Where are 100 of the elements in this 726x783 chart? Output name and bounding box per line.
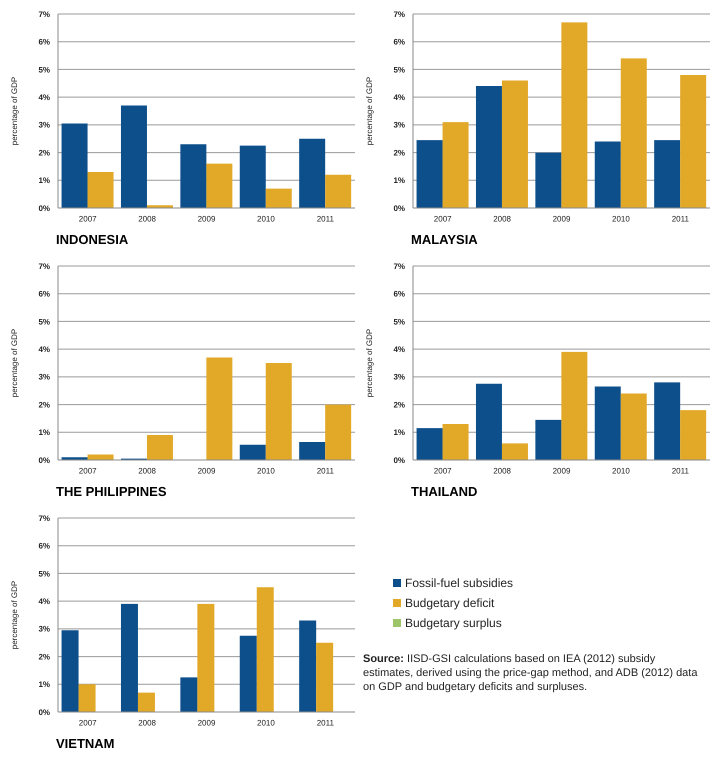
x-tick-label: 2010 — [257, 466, 276, 476]
bar — [240, 146, 266, 208]
bar — [240, 444, 266, 460]
bar — [120, 105, 147, 208]
bar — [325, 174, 352, 208]
bar — [594, 386, 621, 460]
x-tick-label: 2007 — [78, 466, 98, 476]
bar — [138, 692, 155, 712]
x-tick-label: 2007 — [78, 214, 98, 224]
bar — [442, 122, 469, 208]
y-axis-title: percentage of GDP — [364, 76, 374, 146]
y-tick-label: 7% — [38, 514, 50, 523]
y-tick-label: 3% — [38, 624, 50, 634]
bar — [146, 435, 173, 460]
y-tick-label: 7% — [38, 10, 50, 19]
bar — [180, 677, 198, 712]
bar — [316, 642, 334, 712]
x-tick-label: 2008 — [493, 466, 512, 476]
legend-label: Fossil-fuel subsidies — [405, 576, 514, 590]
x-tick-label: 2010 — [612, 214, 630, 224]
y-axis-title: percentage of GDP — [10, 328, 19, 398]
text: INDONESIA — [56, 232, 130, 249]
x-tick-label: 2007 — [434, 466, 452, 476]
y-tick-label: 5% — [393, 317, 405, 326]
bar — [206, 164, 232, 208]
bar — [197, 604, 214, 712]
y-tick-label: 6% — [38, 542, 50, 551]
y-tick-label: 5% — [38, 569, 50, 578]
bar — [206, 357, 232, 460]
bar — [535, 152, 562, 208]
legend-label: Budgetary deficit — [405, 596, 494, 610]
bar — [62, 123, 88, 208]
y-tick-label: 4% — [393, 344, 405, 354]
y-tick-label: 0% — [393, 204, 405, 213]
x-tick-label: 2010 — [612, 466, 630, 476]
y-tick-label: 2% — [393, 400, 405, 410]
x-tick-label: 2008 — [138, 214, 157, 224]
y-axis-title: percentage of GDP — [10, 76, 19, 146]
text: THE PHILIPPINES — [56, 484, 168, 501]
text: THAILAND — [411, 484, 478, 501]
bar — [299, 442, 326, 460]
bar — [180, 144, 206, 208]
bar — [146, 205, 173, 208]
y-tick-label: 6% — [393, 38, 405, 47]
source-note: Source: IISD-GSI calculations based on IEA (2012) subsidy estimates, derived using the price-gap method, and ADB (2012) data on GDP and budgetary deficits and surpluses. — [363, 652, 698, 694]
x-tick-label: 2010 — [257, 214, 276, 224]
bar — [561, 352, 588, 460]
x-tick-label: 2007 — [434, 214, 452, 224]
x-tick-label: 2011 — [672, 214, 690, 224]
y-tick-label: 1% — [393, 428, 405, 438]
bar — [266, 188, 292, 208]
bar — [654, 140, 680, 208]
y-tick-label: 2% — [38, 148, 50, 158]
bar — [680, 410, 706, 460]
x-tick-label: 2011 — [672, 466, 690, 476]
bar — [594, 141, 621, 208]
y-tick-label: 0% — [393, 456, 405, 465]
y-tick-label: 4% — [38, 92, 50, 102]
x-tick-label: 2008 — [138, 466, 157, 476]
bar — [299, 138, 326, 208]
bar — [78, 684, 96, 712]
bar — [266, 363, 292, 460]
y-tick-label: 1% — [38, 680, 50, 690]
y-tick-label: 0% — [38, 456, 50, 465]
bar — [299, 620, 316, 712]
bar — [88, 454, 114, 460]
text: MALAYSIA — [411, 232, 479, 249]
y-tick-label: 3% — [393, 120, 405, 130]
bar — [442, 424, 469, 460]
bar — [476, 86, 502, 208]
x-tick-label: 2011 — [316, 718, 334, 728]
y-tick-label: 6% — [38, 290, 50, 299]
legend-label: Budgetary surplus — [405, 616, 502, 630]
y-tick-label: 3% — [38, 372, 50, 382]
x-tick-label: 2009 — [198, 718, 216, 728]
bar — [654, 382, 680, 460]
y-tick-label: 0% — [38, 204, 50, 213]
y-tick-label: 4% — [38, 344, 50, 354]
y-tick-label: 1% — [38, 176, 50, 186]
y-tick-label: 5% — [38, 317, 50, 326]
x-tick-label: 2009 — [552, 466, 571, 476]
text: VIETNAM — [56, 736, 116, 753]
y-tick-label: 6% — [38, 38, 50, 47]
bar — [256, 587, 274, 712]
x-tick-label: 2008 — [493, 214, 512, 224]
x-tick-label: 2009 — [198, 466, 216, 476]
bar — [476, 384, 502, 460]
x-tick-label: 2010 — [257, 718, 276, 728]
y-tick-label: 7% — [393, 10, 405, 19]
y-tick-label: 4% — [38, 596, 50, 606]
y-tick-label: 5% — [393, 65, 405, 74]
x-tick-label: 2008 — [138, 718, 157, 728]
y-tick-label: 1% — [38, 428, 50, 438]
bar — [502, 80, 528, 208]
bar — [416, 428, 443, 460]
y-tick-label: 1% — [393, 176, 405, 186]
y-tick-label: 4% — [393, 92, 405, 102]
x-tick-label: 2009 — [552, 214, 571, 224]
y-axis-title: percentage of GDP — [364, 328, 374, 398]
x-tick-label: 2009 — [198, 214, 216, 224]
